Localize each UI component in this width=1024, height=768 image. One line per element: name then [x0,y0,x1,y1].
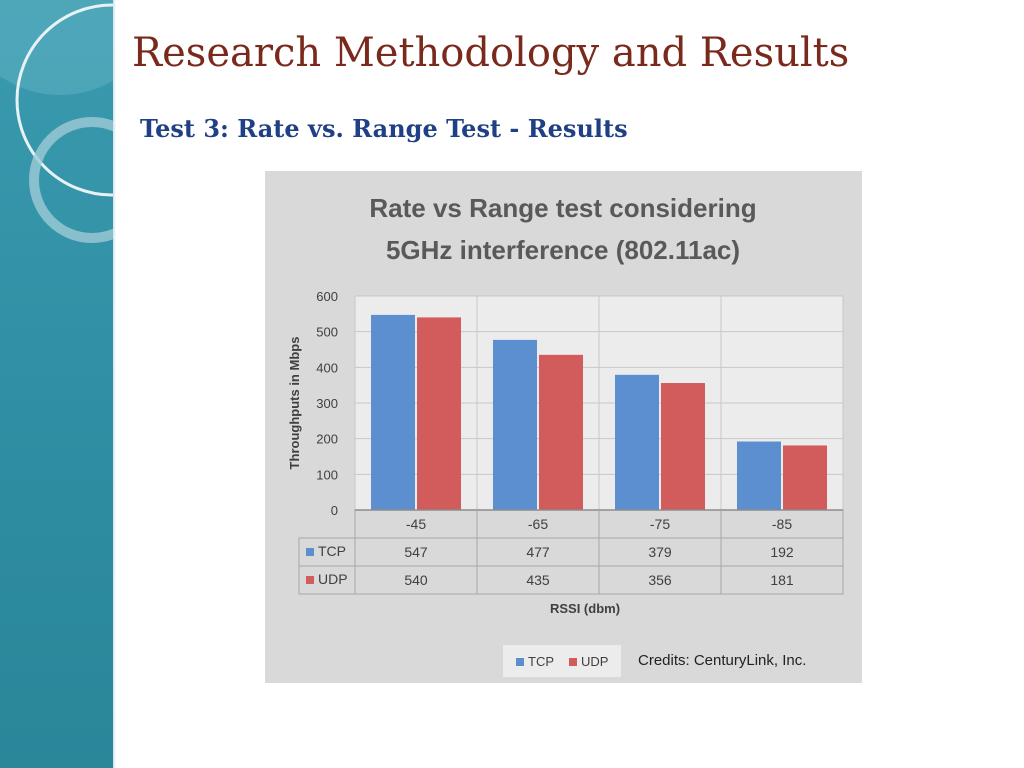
sidebar-decoration [0,0,113,768]
table-series-swatch [306,548,314,556]
bar-tcp--75 [615,374,659,510]
bar-udp--45 [417,317,461,510]
y-tick-label: 400 [316,360,338,375]
y-axis-label: Throughputs in Mbps [287,337,302,470]
data-label: 181 [770,572,794,588]
legend-label: TCP [528,654,554,669]
data-label: 192 [770,544,794,560]
decorative-circles [0,0,113,243]
x-axis-label: RSSI (dbm) [550,601,620,616]
data-label: 435 [526,572,550,588]
y-tick-labels: 0 100 200 300 400 500 600 [316,289,338,518]
legend-swatch [569,658,577,666]
bars [355,314,843,511]
y-tick-label: 300 [316,396,338,411]
sidebar-edge [113,0,116,768]
data-label: 379 [648,544,672,560]
y-tick-label: 200 [316,432,338,447]
x-tick-label: -65 [528,516,548,532]
data-label: 540 [404,572,428,588]
y-tick-label: 0 [331,503,338,518]
chart-title-line: Rate vs Range test considering [369,193,756,223]
table-series-name: TCP [318,543,346,559]
table-series-swatch [306,576,314,584]
bar-udp--85 [783,445,827,510]
data-label: 477 [526,544,550,560]
bar-chart: Rate vs Range test considering 5GHz inter… [287,193,844,677]
bar-tcp--45 [371,314,415,510]
slide-title: Research Methodology and Results [132,30,850,76]
slide-subtitle: Test 3: Rate vs. Range Test - Results [140,114,628,143]
bar-udp--75 [661,383,705,510]
chart-title: Rate vs Range test considering 5GHz inter… [369,193,756,265]
chart-image: Rate vs Range test considering 5GHz inter… [265,171,862,683]
chart-title-line: 5GHz interference (802.11ac) [386,235,740,265]
bar-tcp--85 [737,441,781,510]
legend: TCP UDP [516,654,608,669]
y-tick-label: 600 [316,289,338,304]
credits-text: Credits: CenturyLink, Inc. [638,652,806,669]
data-label: 356 [648,572,672,588]
y-tick-label: 500 [316,325,338,340]
bar-udp--65 [539,354,583,510]
x-tick-label: -85 [772,516,792,532]
legend-swatch [516,658,524,666]
table-series-name: UDP [318,571,348,587]
legend-label: UDP [581,654,608,669]
data-label: 547 [404,544,428,560]
bar-tcp--65 [493,339,537,510]
data-table: -45 -65 -75 -85 TCP 547 477 379 192 UDP 540 435 356 1… [298,509,844,595]
x-tick-label: -45 [406,516,426,532]
x-tick-label: -75 [650,516,670,532]
y-tick-label: 100 [316,467,338,482]
